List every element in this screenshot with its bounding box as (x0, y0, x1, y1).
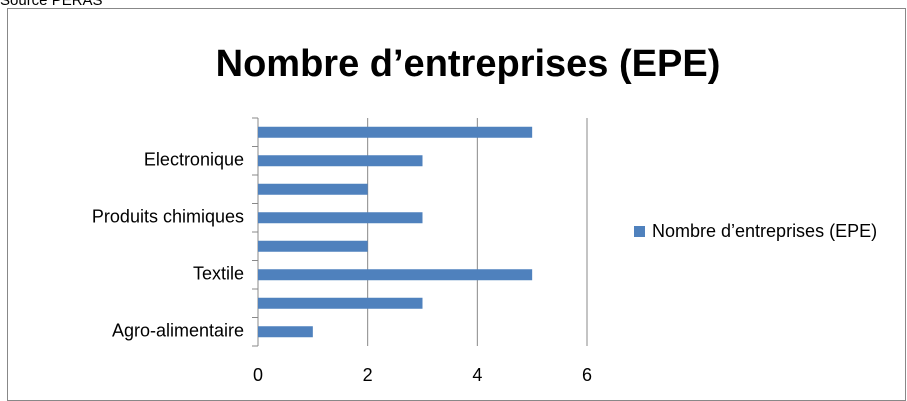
x-tick-label: 4 (472, 365, 482, 385)
chart-border (7, 8, 906, 401)
bar (258, 297, 423, 309)
bar (258, 240, 368, 252)
x-tick-label: 2 (363, 365, 373, 385)
x-tick-label: 6 (582, 365, 592, 385)
source: Source PERAS (0, 0, 103, 9)
x-tick-label: 0 (253, 365, 263, 385)
bar (258, 212, 423, 224)
legend-swatch (634, 226, 645, 237)
bar (258, 269, 533, 281)
y-tick-label: Agro-alimentaire (112, 321, 244, 341)
bar (258, 126, 533, 138)
legend-label: Nombre d’entreprises (EPE) (652, 221, 878, 241)
y-tick-label: Electronique (144, 150, 244, 170)
bar (258, 326, 313, 338)
bar (258, 155, 423, 167)
bar (258, 183, 368, 195)
y-tick-label: Produits chimiques (92, 207, 244, 227)
y-tick-label: Textile (193, 264, 244, 284)
legend-item: Nombre d’entreprises (EPE) (652, 221, 878, 241)
chart-title: Nombre d’entreprises (EPE) (216, 43, 721, 85)
